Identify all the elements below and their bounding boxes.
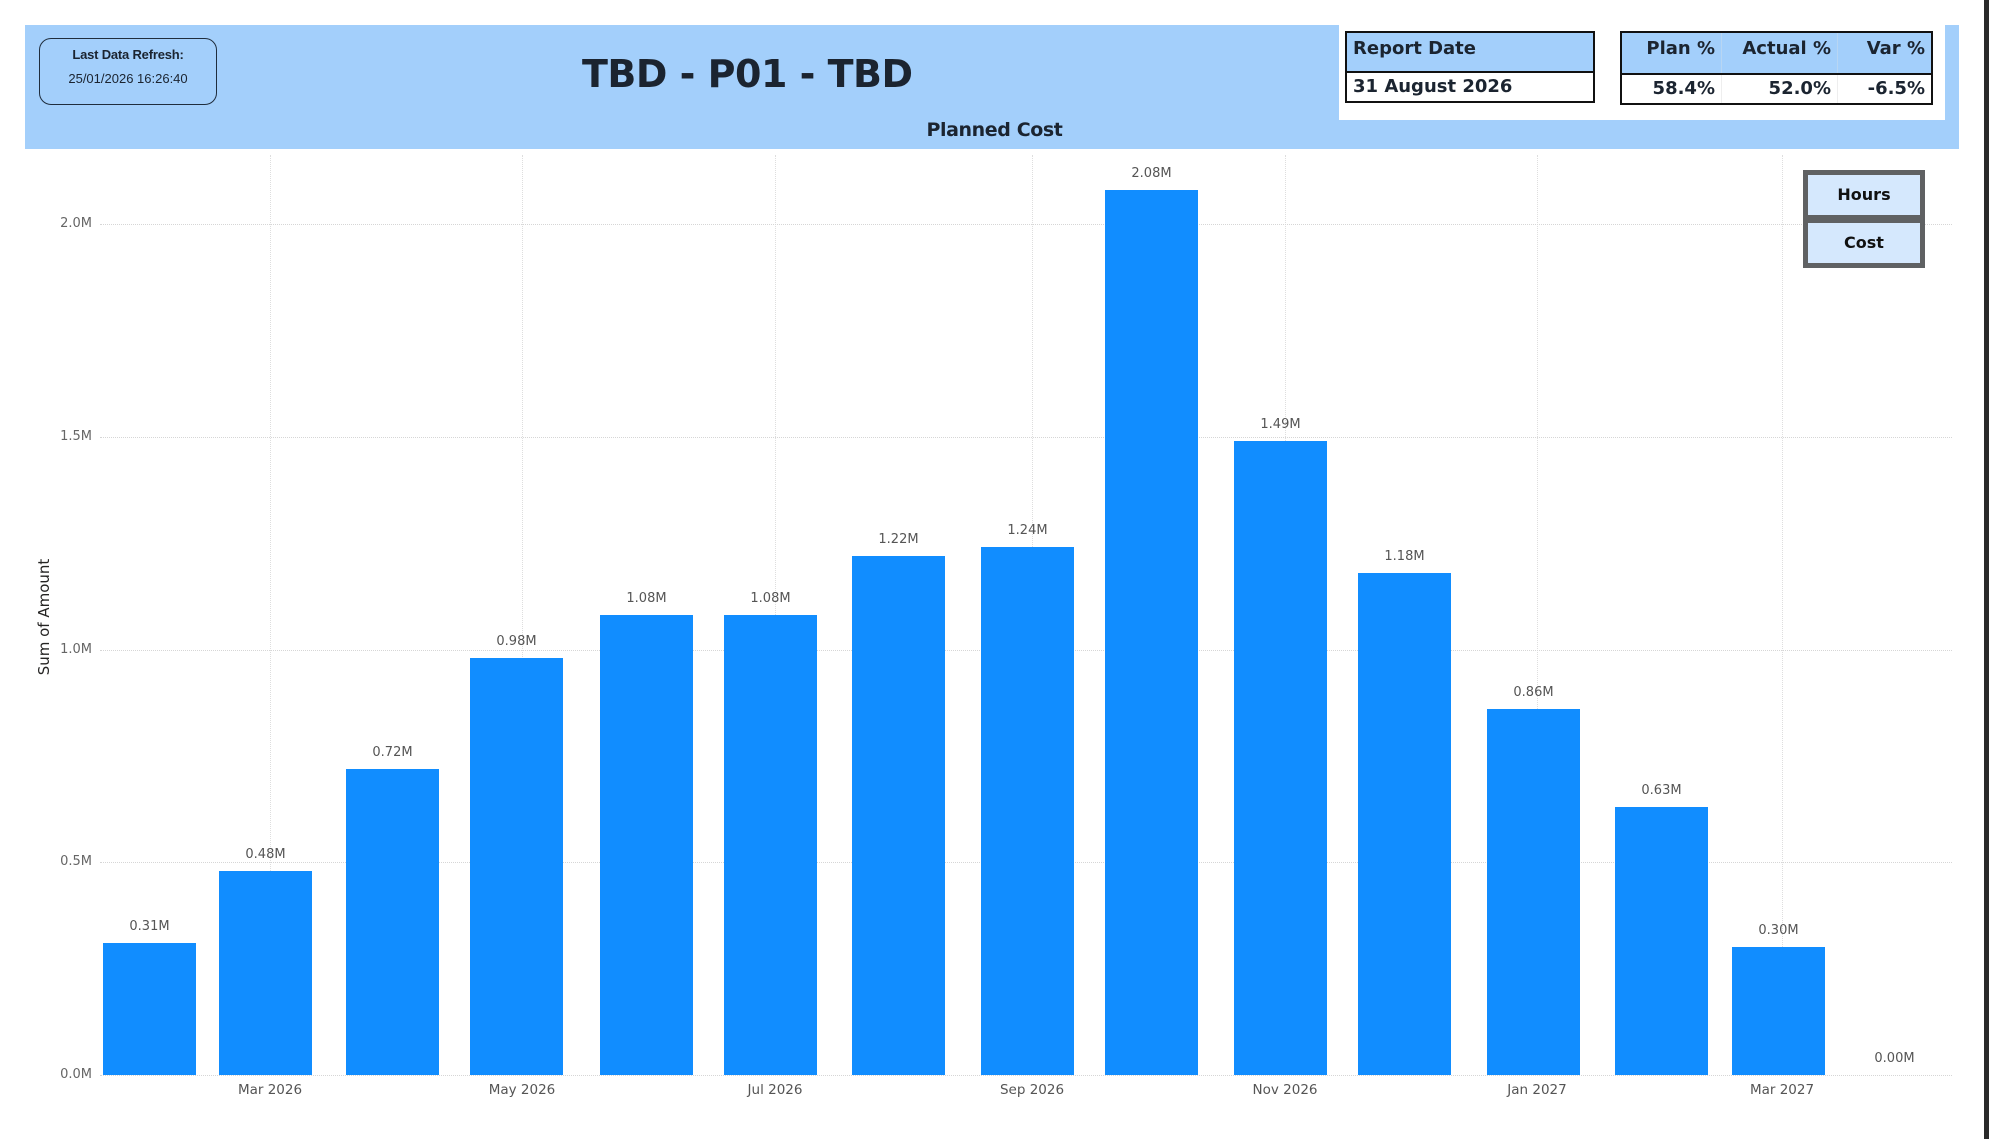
y-tick-label: 0.5M (60, 854, 92, 870)
bar-data-label: 0.00M (1874, 1051, 1915, 1066)
bar[interactable] (1615, 806, 1708, 1075)
bar-data-label: 0.31M (129, 919, 170, 935)
x-gridline (1537, 155, 1538, 1075)
bar-data-label: 0.86M (1513, 685, 1554, 701)
x-gridline (775, 155, 776, 1075)
x-gridline (1782, 155, 1783, 1075)
bar-data-label: 0.30M (1758, 923, 1799, 939)
bar-data-label: 2.08M (1131, 165, 1172, 181)
y-tick-label: 2.0M (60, 216, 92, 231)
bar-data-label: 0.48M (245, 846, 286, 862)
bar[interactable] (1105, 189, 1198, 1075)
y-gridline (100, 436, 1952, 438)
x-tick-label: Mar 2027 (1749, 1082, 1815, 1098)
bar[interactable] (1487, 709, 1580, 1075)
x-tick-label: Nov 2026 (1252, 1082, 1318, 1098)
actual-pct-value: 52.0% (1722, 75, 1838, 103)
bar[interactable] (346, 768, 439, 1075)
bar[interactable] (1234, 441, 1327, 1075)
x-tick-label: May 2026 (488, 1082, 556, 1098)
last-refresh-card: Last Data Refresh: 25/01/2026 16:26:40 (39, 38, 217, 105)
x-gridline (522, 155, 523, 1075)
bar-data-label: 1.49M (1260, 417, 1301, 432)
report-date-header: Report Date (1347, 33, 1593, 73)
bar[interactable] (1358, 572, 1451, 1075)
y-axis-title: Sum of Amount (35, 558, 53, 676)
y-gridline (100, 224, 1952, 225)
y-gridline (100, 1075, 1952, 1076)
y-tick-label: 1.5M (60, 428, 92, 444)
bar-data-label: 1.08M (626, 591, 667, 607)
page-title: TBD - P01 - TBD (582, 52, 913, 96)
x-tick-label: Jul 2026 (747, 1082, 803, 1098)
bar-data-label: 1.08M (750, 591, 791, 607)
y-tick-label: 0.0M (60, 1067, 92, 1082)
window-edge (1984, 0, 1989, 1139)
bar[interactable] (724, 615, 817, 1075)
plan-pct-header: Plan % (1622, 33, 1722, 73)
var-pct-value: -6.5% (1867, 78, 1925, 99)
bar[interactable] (470, 658, 563, 1075)
bar[interactable] (852, 555, 945, 1075)
kpi-header-row: Plan % Actual % Var % (1622, 33, 1931, 75)
x-tick-label: Sep 2026 (999, 1082, 1065, 1098)
bar-data-label: 0.72M (372, 744, 413, 760)
hours-button[interactable]: Hours (1808, 175, 1920, 215)
report-date-table: Report Date 31 August 2026 (1345, 31, 1595, 103)
measure-toggle: Hours Cost (1803, 170, 1925, 268)
bar[interactable] (1732, 947, 1825, 1075)
y-tick-label: 1.0M (60, 641, 92, 657)
x-tick-label: Mar 2026 (237, 1082, 303, 1098)
bar[interactable] (981, 547, 1074, 1075)
kpi-percent-table: Plan % Actual % Var % 58.4% 52.0% -6.5% (1620, 31, 1933, 105)
bar[interactable] (103, 943, 196, 1075)
bar-data-label: 1.24M (1007, 523, 1048, 539)
var-pct-header: Var % (1866, 38, 1925, 59)
refresh-label: Last Data Refresh: (72, 47, 184, 62)
chart-title: Planned Cost (926, 119, 1063, 141)
x-gridline (270, 155, 271, 1075)
bar-data-label: 1.22M (878, 531, 919, 547)
bar-data-label: 0.98M (496, 634, 537, 649)
actual-pct-header: Actual % (1722, 33, 1838, 73)
kpi-value-row: 58.4% 52.0% -6.5% (1622, 75, 1931, 103)
refresh-timestamp: 25/01/2026 16:26:40 (68, 71, 188, 86)
plan-pct-value: 58.4% (1622, 75, 1722, 103)
bar[interactable] (600, 615, 693, 1075)
report-date-value: 31 August 2026 (1347, 73, 1593, 101)
bar-data-label: 0.63M (1641, 782, 1682, 798)
x-tick-label: Jan 2027 (1507, 1082, 1567, 1098)
bar-data-label: 1.18M (1384, 548, 1425, 564)
bar[interactable] (219, 870, 312, 1075)
cost-button[interactable]: Cost (1808, 223, 1920, 263)
